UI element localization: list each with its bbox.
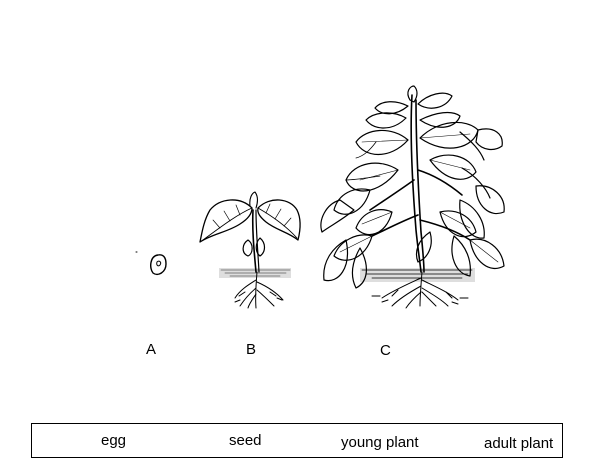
stage-label-b: B [246, 341, 257, 358]
word-bank-item-egg: egg [101, 432, 127, 449]
word-bank-item-adult-plant: adult plant [484, 435, 554, 452]
word-bank-box: egg seed young plant adult plant [31, 423, 563, 458]
seedling-drawing [199, 191, 301, 309]
bean-seed-drawing [135, 251, 167, 276]
stage-label-c: C [380, 342, 391, 359]
stage-label-a: A [146, 341, 157, 358]
word-bank-item-young-plant: young plant [341, 434, 419, 451]
word-bank-item-seed: seed [229, 432, 262, 449]
mature-plant-drawing [320, 85, 505, 309]
